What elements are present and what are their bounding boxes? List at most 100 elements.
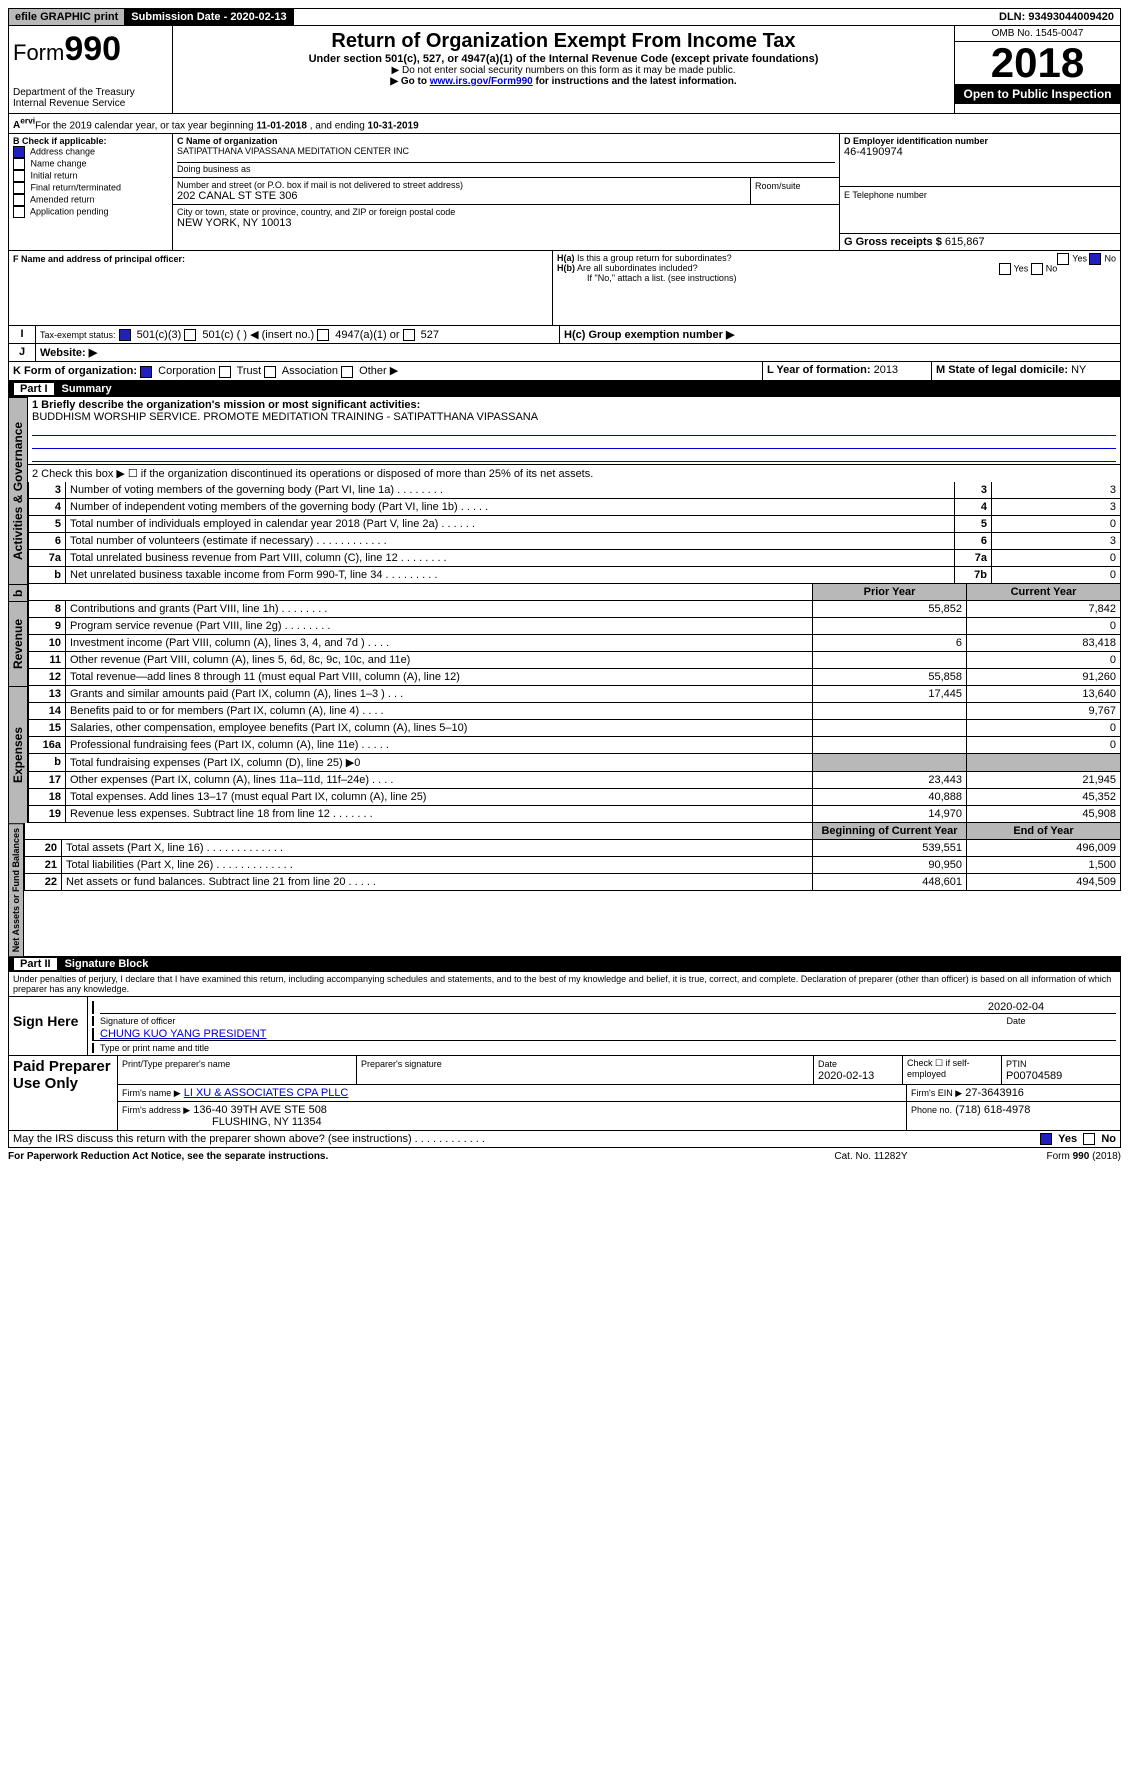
part2-label: Part II bbox=[14, 958, 57, 970]
ha-yes[interactable]: Yes bbox=[1072, 254, 1087, 264]
col-begin: Beginning of Current Year bbox=[813, 823, 967, 840]
firm-name[interactable]: LI XU & ASSOCIATES CPA PLLC bbox=[184, 1087, 349, 1099]
pra-notice: For Paperwork Reduction Act Notice, see … bbox=[8, 1151, 328, 1162]
part1-label: Part I bbox=[14, 383, 54, 395]
sign-date: 2020-02-04 bbox=[916, 1001, 1116, 1014]
cat-no: Cat. No. 11282Y bbox=[771, 1151, 971, 1162]
website-label: Website: ▶ bbox=[40, 347, 97, 359]
self-emp[interactable]: Check ☐ if self-employed bbox=[903, 1056, 1002, 1084]
dba-label: Doing business as bbox=[177, 164, 251, 174]
line2: 2 Check this box ▶ ☐ if the organization… bbox=[28, 465, 1121, 482]
ptin: P00704589 bbox=[1006, 1070, 1062, 1082]
b-check-0[interactable] bbox=[13, 146, 25, 158]
hb-no[interactable]: No bbox=[1046, 264, 1058, 274]
org-city: NEW YORK, NY 10013 bbox=[177, 217, 835, 229]
c-name-label: C Name of organization bbox=[177, 136, 835, 146]
opt-4947[interactable]: 4947(a)(1) or bbox=[335, 329, 399, 341]
discuss-yes: Yes bbox=[1058, 1133, 1077, 1145]
ssn-note: ▶ Do not enter social security numbers o… bbox=[177, 65, 950, 76]
hb-yes[interactable]: Yes bbox=[1014, 264, 1029, 274]
irs-link[interactable]: www.irs.gov/Form990 bbox=[430, 76, 533, 87]
form-prefix: Form bbox=[13, 40, 64, 65]
prep-date-label: Date bbox=[818, 1059, 837, 1069]
paid-preparer: Paid Preparer Use Only bbox=[9, 1056, 118, 1130]
room-label: Room/suite bbox=[755, 181, 801, 191]
gross-value: 615,867 bbox=[945, 236, 985, 248]
part1-bar: Part ISummary bbox=[8, 381, 1121, 397]
gross-label: G Gross receipts $ bbox=[844, 236, 942, 248]
goto-post: for instructions and the latest informat… bbox=[533, 76, 737, 87]
k-trust[interactable]: Trust bbox=[237, 365, 262, 377]
b-check-1[interactable] bbox=[13, 158, 25, 170]
col-end: End of Year bbox=[967, 823, 1121, 840]
ein-label: D Employer identification number bbox=[844, 136, 1116, 146]
year-formed: 2013 bbox=[874, 364, 898, 376]
b-title: B Check if applicable: bbox=[13, 136, 107, 146]
ha-no-check[interactable] bbox=[1089, 253, 1101, 265]
perjury-decl: Under penalties of perjury, I declare th… bbox=[8, 972, 1121, 997]
top-bar: efile GRAPHIC print Submission Date - 20… bbox=[8, 8, 1121, 26]
k-corp-check[interactable] bbox=[140, 366, 152, 378]
a-pre: For the 2019 calendar year, or tax year … bbox=[35, 120, 256, 131]
form-footer: Form 990 (2018) bbox=[971, 1151, 1121, 1162]
org-address: 202 CANAL ST STE 306 bbox=[177, 190, 746, 202]
return-subtitle: Under section 501(c), 527, or 4947(a)(1)… bbox=[177, 53, 950, 65]
b-check-5[interactable] bbox=[13, 206, 25, 218]
goto-pre: ▶ Go to bbox=[390, 76, 429, 87]
form-number: 990 bbox=[64, 30, 121, 68]
return-title: Return of Organization Exempt From Incom… bbox=[177, 30, 950, 53]
firm-addr2: FLUSHING, NY 11354 bbox=[122, 1116, 322, 1128]
org-block: B Check if applicable: Address change Na… bbox=[8, 134, 1121, 251]
part2-bar: Part II Signature Block bbox=[8, 956, 1121, 972]
col-prior: Prior Year bbox=[813, 584, 967, 601]
sig-label: Signature of officer bbox=[100, 1016, 916, 1026]
discuss-yes-check[interactable] bbox=[1040, 1133, 1052, 1145]
opt-501c[interactable]: 501(c) ( ) ◀ (insert no.) bbox=[202, 329, 314, 341]
open-public: Open to Public Inspection bbox=[955, 84, 1120, 104]
firm-ein: 27-3643916 bbox=[965, 1087, 1024, 1099]
b-check-2[interactable] bbox=[13, 170, 25, 182]
prep-name-label: Print/Type preparer's name bbox=[122, 1059, 230, 1069]
section-a: AerviFor the 2019 calendar year, or tax … bbox=[8, 114, 1121, 134]
efile-label[interactable]: efile GRAPHIC print bbox=[9, 9, 125, 25]
a-end: 10-31-2019 bbox=[368, 120, 419, 131]
city-label: City or town, state or province, country… bbox=[177, 207, 835, 217]
501c3-check[interactable] bbox=[119, 329, 131, 341]
irs-label: Internal Revenue Service bbox=[13, 98, 168, 109]
m-label: M State of legal domicile: bbox=[936, 364, 1068, 376]
discuss-question: May the IRS discuss this return with the… bbox=[13, 1133, 485, 1145]
a-begin: 11-01-2018 bbox=[256, 120, 307, 131]
firm-label: Firm's name ▶ bbox=[122, 1088, 181, 1098]
form-header: Form990 Department of the Treasury Inter… bbox=[8, 26, 1121, 114]
name-label: Type or print name and title bbox=[92, 1043, 1116, 1053]
f-label: F Name and address of principal officer: bbox=[13, 254, 185, 264]
discuss-no[interactable]: No bbox=[1101, 1133, 1116, 1145]
k-label: K Form of organization: bbox=[13, 365, 137, 377]
tax-year: 2018 bbox=[955, 42, 1120, 84]
opt-527[interactable]: 527 bbox=[421, 329, 439, 341]
phone-label: E Telephone number bbox=[844, 190, 927, 200]
part2-title: Signature Block bbox=[65, 958, 149, 970]
officer-name[interactable]: CHUNG KUO YANG PRESIDENT bbox=[92, 1028, 1116, 1041]
prep-sig-label: Preparer's signature bbox=[361, 1059, 442, 1069]
k-assoc[interactable]: Association bbox=[282, 365, 338, 377]
ein-value: 46-4190974 bbox=[844, 146, 1116, 158]
opt-501c3: 501(c)(3) bbox=[137, 329, 182, 341]
domicile: NY bbox=[1071, 364, 1086, 376]
k-corp: Corporation bbox=[158, 365, 215, 377]
org-name: SATIPATTHANA VIPASSANA MEDITATION CENTER… bbox=[177, 146, 835, 156]
b-check-3[interactable] bbox=[13, 182, 25, 194]
tab-revenue: Revenue bbox=[8, 601, 28, 686]
a-mid: , and ending bbox=[307, 120, 368, 131]
addr-label: Number and street (or P.O. box if mail i… bbox=[177, 180, 746, 190]
b-check-4[interactable] bbox=[13, 194, 25, 206]
mission-label: 1 Briefly describe the organization's mi… bbox=[32, 399, 420, 411]
k-other[interactable]: Other ▶ bbox=[359, 365, 398, 377]
firm-phone: (718) 618-4978 bbox=[955, 1104, 1030, 1116]
tab-governance: Activities & Governance bbox=[8, 397, 28, 584]
ptin-label: PTIN bbox=[1006, 1059, 1027, 1069]
mission-text: BUDDHISM WORSHIP SERVICE. PROMOTE MEDITA… bbox=[32, 411, 538, 423]
firm-addr-label: Firm's address ▶ bbox=[122, 1105, 190, 1115]
dln: DLN: 93493044009420 bbox=[993, 9, 1120, 25]
tab-net: Net Assets or Fund Balances bbox=[8, 823, 24, 956]
